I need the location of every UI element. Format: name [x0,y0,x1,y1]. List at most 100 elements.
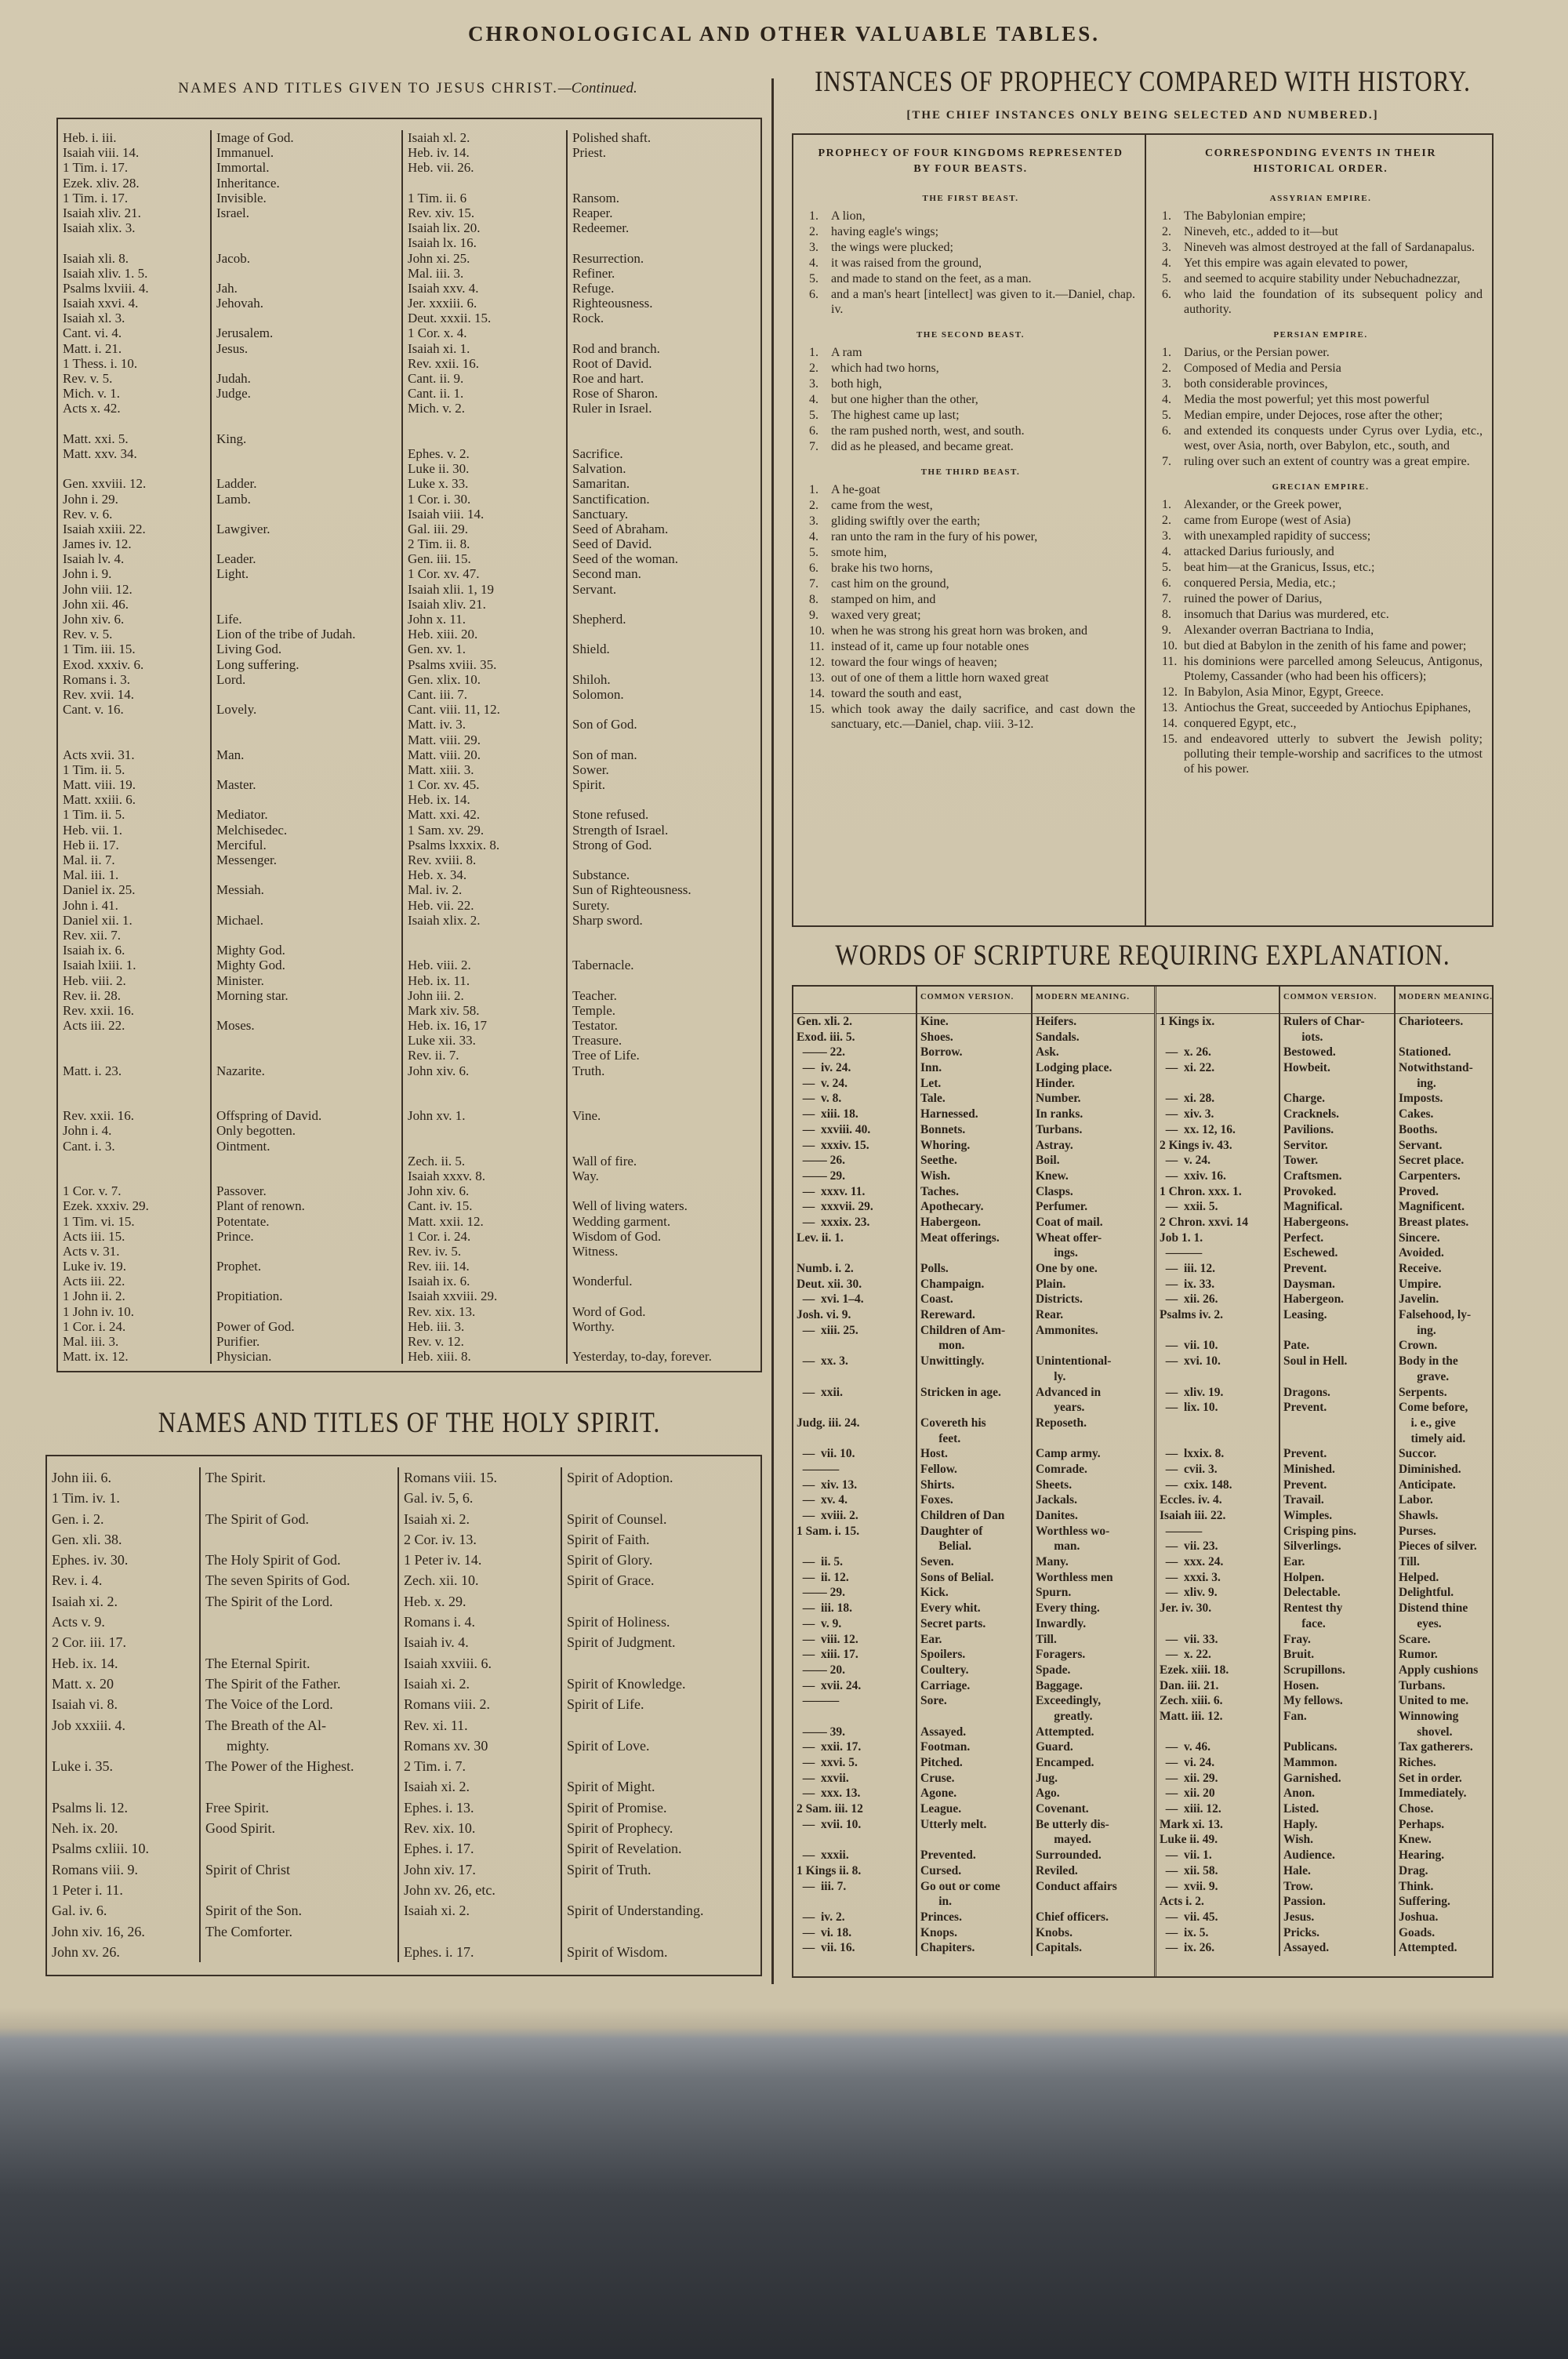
reference: — vi. 24. [1156,1755,1280,1771]
title [568,176,760,191]
title: King. [212,431,403,446]
common-version: Prevent. [1280,1477,1396,1493]
page-title: CHRONOLOGICAL AND OTHER VALUABLE TABLES. [468,22,1100,45]
item-text: it was raised from the ground, [831,256,982,270]
reference: Rev. xiv. 15. [403,205,568,221]
common-version: Cracknels. [1280,1107,1396,1122]
table-row: — vii. 1. Audience. Hearing. [1156,1848,1493,1863]
table-row: — vii. 23. Silverlings. Pieces of silver. [1156,1539,1493,1555]
jesus-names-heading: NAMES AND TITLES GIVEN TO JESUS CHRIST.—… [55,80,760,97]
common-version: Ear. [1280,1554,1396,1570]
common-version: Footman. [917,1739,1033,1756]
section-title: THE THIRD BEAST. [920,467,1021,477]
title: Spirit of Knowledge. [567,1675,686,1692]
common-version: mon. [917,1338,1033,1354]
modern-meaning: Till. [1036,1632,1057,1646]
table-row: Acts iii. 15. Prince. 1 Cor. i. 24. Wisdom … [58,1228,760,1244]
modern-meaning-header: MODERN MEANING. [1036,993,1130,1001]
modern-meaning: man. [1036,1539,1080,1554]
title: Treasure. [572,1033,622,1049]
reference: Mal. iv. 2. [403,882,568,898]
title: Mediator. [212,807,403,823]
reference: — xii. 20 [1156,1786,1280,1802]
common-version: Spoilers. [917,1647,1033,1663]
reference: Psalms lxxxix. 8. [403,837,568,853]
reference [58,1153,212,1169]
modern-meaning: Sandals. [1036,1030,1080,1044]
common-version: Prevented. [917,1848,1033,1863]
title: Jerusalem. [212,325,403,341]
table-row: Josh. vi. 9. Rereward. Rear. [793,1307,1154,1323]
title: The Spirit of the Lord. [201,1590,399,1612]
item-number: 4. [809,256,818,270]
item-number: 5. [1162,561,1171,574]
prophecy-item: 13. Antiochus the Great, succeeded by Ant… [1159,700,1483,715]
reference: John xi. 25. [403,250,568,266]
reference: Luke ii. 49. [1156,1832,1280,1848]
table-row: Luke ii. 49. Wish. Knew. [1156,1832,1493,1848]
item-number: 6. [1162,288,1171,301]
reference: Mal. iii. 3. [403,265,568,281]
history-column: CORRESPONDING EVENTS IN THEIR HISTORICAL… [1145,135,1492,925]
reference: — ii. 12. [793,1569,917,1586]
table-row: Acts v. 9. Romans i. 4. Spirit of Holiness… [47,1612,760,1633]
modern-meaning [1033,1894,1154,1910]
reference: 2 Sam. iii. 12 [793,1801,917,1817]
table-row: — x. 22. Bruit. Rumor. [1156,1647,1493,1663]
common-version [917,1400,1033,1416]
item-text: and endeavored utterly to subvert the Je… [1184,732,1483,776]
reference: — xvii. 10. [793,1816,917,1833]
title [212,1243,403,1259]
prophecy-item: 1. A ram [806,345,1135,360]
modern-meaning: Reposeth. [1036,1416,1087,1430]
reference: 1 Cor. x. 4. [403,325,568,341]
title [568,943,760,958]
title [568,1289,760,1303]
reference: — ix. 26. [1156,1940,1280,1956]
prophecy-item: 14. conquered Egypt, etc., [1159,716,1483,731]
prophecy-item: 4. but one higher than the other, [806,392,1135,407]
table-row: Cant. vi. 4. Jerusalem. 1 Cor. x. 4. [58,325,760,341]
table-row: John xii. 46. Isaiah xliv. 21. [58,596,760,612]
title [562,1715,760,1736]
common-version: Chapiters. [917,1940,1033,1956]
common-version: Dragons. [1280,1384,1396,1401]
modern-meaning: Worthless men [1036,1570,1113,1584]
reference: Rev. xix. 13. [403,1303,568,1319]
prophecy-item: 12. In Babylon, Asia Minor, Egypt, Greece… [1159,685,1483,700]
title: The Spirit. [201,1467,399,1488]
reference: Mal. iii. 1. [58,867,212,883]
table-row: — vi. 24. Mammon. Riches. [1156,1755,1493,1771]
title: Spirit of Truth. [567,1861,652,1877]
item-number: 2. [809,362,818,375]
reference: Ezek. xxxiv. 29. [58,1198,212,1214]
modern-meaning: Astray. [1036,1138,1073,1152]
reference: — xxii. [793,1384,917,1401]
table-row: Ezek. xxxiv. 29. Plant of renown. Cant. iv… [58,1198,760,1214]
title: Wall of fire. [572,1153,637,1169]
title [212,686,403,703]
reference: — x. 26. [1156,1045,1280,1061]
table-row: — xvii. 24. Carriage. Baggage. [793,1677,1154,1694]
table-row: Psalms li. 12. Free Spirit. Ephes. i. 13. S… [47,1797,760,1819]
words-column-headers: COMMON VERSION. MODERN MEANING. [1156,987,1493,1014]
common-version: Hosen. [1280,1677,1396,1694]
modern-meaning: Exceedingly, [1036,1694,1102,1708]
title: Propitiation. [212,1289,403,1304]
item-text: stamped on him, and [831,593,936,606]
reference: Rev. ii. 7. [403,1048,568,1063]
common-version: Shirts. [917,1477,1033,1493]
table-row: Rev. ii. 28. Morning star. John iii. 2. Tea… [58,987,760,1003]
modern-meaning: Drag. [1399,1863,1428,1877]
title [212,1078,403,1093]
reference: Acts iii. 22. [58,1274,212,1289]
modern-meaning: Suffering. [1399,1895,1450,1909]
table-row: John i. 9. Light. 1 Cor. xv. 47. Second man… [58,566,760,582]
item-text: Median empire, under Dejoces, rose after… [1184,409,1443,422]
common-version [1280,1322,1396,1339]
reference: 1 Kings ii. 8. [793,1863,917,1879]
title [568,597,760,612]
title: Ladder. [212,476,403,492]
table-row: — xx. 3. Unwittingly. Unintentional- [793,1354,1154,1369]
table-row: Heb. i. iii. Image of God. Isaiah xl. 2. Po… [58,130,760,146]
